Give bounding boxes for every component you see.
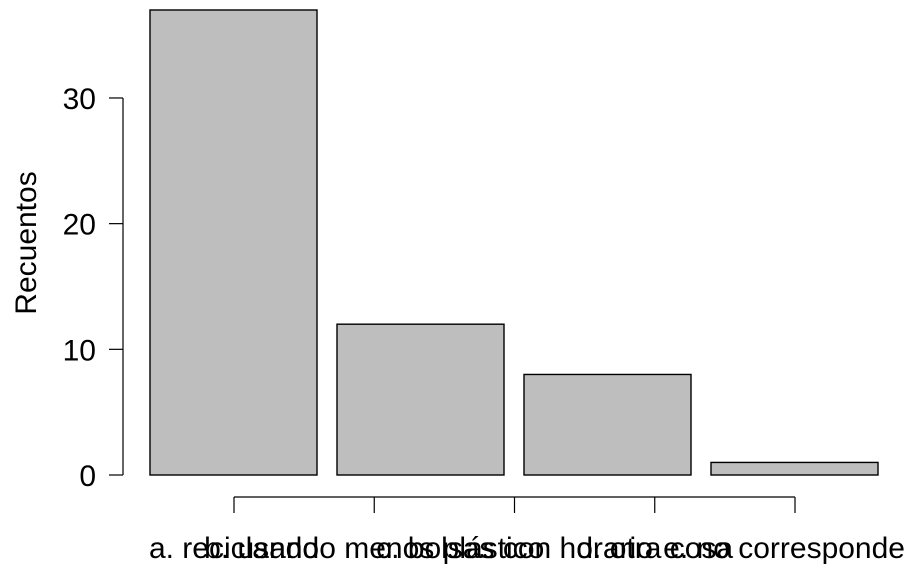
y-axis-title: Recuentos [10, 171, 43, 314]
bar-4 [710, 461, 879, 476]
y-tick-label: 30 [63, 83, 96, 116]
x-category-label-2: b. usando menos plástico [204, 532, 544, 565]
x-category-label-3: c. bolsas con horario [376, 532, 653, 565]
y-tick-label: 10 [63, 334, 96, 367]
y-tick-label: 0 [79, 460, 96, 493]
bar-1 [149, 9, 318, 476]
x-category-label-5: e. no corresponde [663, 532, 905, 565]
bar-2 [336, 323, 505, 476]
bar-3 [523, 373, 692, 476]
x-category-label-4: d. otra cosa [576, 532, 733, 565]
y-tick-label: 20 [63, 209, 96, 242]
y-axis: 0 10 20 30 [63, 83, 124, 493]
x-category-label-1: a. reciclando [149, 532, 319, 565]
bars-group [149, 9, 879, 476]
